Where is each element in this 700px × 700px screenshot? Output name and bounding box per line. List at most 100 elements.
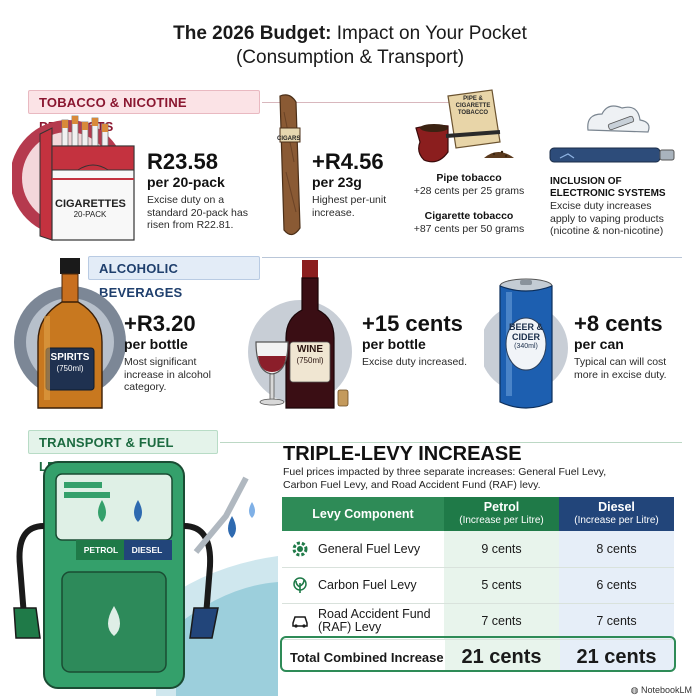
total-petrol-bg [445, 638, 560, 670]
triple-levy-desc-line1: Fuel prices impacted by three separate i… [283, 466, 607, 478]
triple-levy-heading: TRIPLE-LEVY INCREASE [283, 443, 522, 465]
wine-label-line2: (750ml) [296, 356, 324, 365]
spirits-label-line1: SPIRITS [50, 352, 90, 363]
pump-petrol-label: PETROL [83, 545, 119, 555]
watermark-text: NotebookLM [640, 685, 692, 695]
table-row: Road Accident Fund (RAF) Levy 7 cents 7 … [282, 603, 674, 640]
diesel-value: 7 cents [559, 603, 674, 640]
beer-desc: Typical can will cost more in excise dut… [574, 356, 694, 381]
cigars-desc: Highest per-unit increase. [312, 194, 412, 219]
levy-table: Levy Component Petrol (Increase per Litr… [282, 497, 674, 675]
levy-name: Carbon Fuel Levy [318, 578, 417, 592]
petrol-value: 5 cents [444, 567, 559, 604]
table-row: General Fuel Levy 9 cents 8 cents [282, 531, 674, 568]
cigarettes-info: R23.58 per 20-pack Excise duty on a stan… [147, 150, 267, 232]
pipe-tobacco-heading: Pipe tobacco [436, 172, 502, 184]
pack-label-line2: 20-PACK [73, 210, 107, 219]
title-bold: The 2026 Budget: [173, 23, 332, 44]
electronic-desc-line3: (nicotine & non-nicotine) [550, 225, 664, 237]
total-diesel-value: 21 cents [576, 645, 657, 668]
spirits-desc: Most significant increase in alcohol cat… [124, 356, 248, 394]
wine-desc: Excise duty increased. [362, 356, 468, 368]
gear-icon [292, 541, 308, 557]
levy-name-line2: (RAF) Levy [318, 620, 382, 634]
total-diesel-bg [560, 638, 674, 670]
electronic-systems-info: INCLUSION OF ELECTRONIC SYSTEMS Excise d… [550, 176, 690, 238]
triple-levy-desc-line2: Carbon Fuel Levy, and Road Accident Fund… [283, 478, 541, 491]
beer-unit: per can [574, 336, 624, 352]
levy-name: General Fuel Levy [318, 541, 421, 556]
leaf-icon [293, 577, 307, 593]
table-row: Carbon Fuel Levy 5 cents 6 cents [282, 567, 674, 604]
beer-info: +8 cents per can Typical can will cost m… [574, 312, 694, 381]
cigarette-tobacco-heading: Cigarette tobacco [424, 209, 514, 222]
cigarettes-desc-line3: risen from R22.81. [147, 219, 234, 231]
spirits-label: SPIRITS (750ml) [46, 352, 94, 374]
section-label-transport: TRANSPORT & FUEL LEVIES [28, 430, 218, 474]
electronic-heading-line1: INCLUSION OF [550, 176, 622, 187]
col-header-petrol: Petrol (Increase per Litre) [444, 497, 559, 531]
total-label: Total Combined Increase [290, 649, 444, 665]
petrol-value: 7 cents [444, 603, 559, 640]
electronic-desc: Excise duty increases apply to vaping pr… [550, 200, 690, 238]
beer-label-line3: (340ml) [514, 343, 538, 350]
beer-label-line1: BEER & [508, 322, 543, 332]
beer-can-icon [480, 272, 574, 418]
section-divider-tobacco [262, 102, 482, 103]
wine-bottle-icon [244, 256, 364, 416]
levy-table-header: Levy Component Petrol (Increase per Litr… [282, 497, 674, 531]
col-header-component: Levy Component [282, 497, 444, 531]
cigars-info: +R4.56 per 23g Highest per-unit increase… [312, 150, 412, 219]
beer-label-line2: CIDER [511, 332, 540, 342]
wine-label-line1: WINE [296, 344, 324, 355]
pipe-tobacco-icon [414, 86, 524, 168]
title-rest: Impact on Your Pocket [331, 23, 527, 44]
section-label-alcohol: ALCOHOLIC BEVERAGES [88, 256, 260, 300]
electronic-desc-line2: apply to vaping products [550, 212, 664, 225]
watermark: ◍ NotebookLM [631, 685, 692, 696]
beer-desc-line1: Typical can will cost [574, 356, 667, 368]
pouch-label-line2: CIGARETTE [455, 103, 491, 109]
spirits-info: +R3.20 per bottle Most significant incre… [124, 312, 248, 394]
pipe-tobacco-detail: +28 cents per 25 grams [413, 185, 525, 197]
spirits-unit: per bottle [124, 336, 188, 352]
col-header-diesel-label: Diesel [598, 500, 635, 514]
triple-levy-desc: Fuel prices impacted by three separate i… [283, 466, 687, 491]
col-header-petrol-sub: (Increase per Litre) [459, 515, 544, 526]
beer-label: BEER & CIDER (340ml) [506, 322, 546, 351]
cigars-unit: per 23g [312, 174, 362, 190]
total-row: Total Combined Increase 21 cents 21 cent… [282, 639, 674, 675]
page-title: The 2026 Budget: Impact on Your Pocket (… [0, 22, 700, 70]
diesel-value: 8 cents [559, 531, 674, 568]
car-icon [292, 616, 308, 628]
cigar-icon [266, 92, 310, 242]
pouch-label-line3: TOBACCO [457, 110, 489, 116]
spirits-desc-line1: Most significant [124, 356, 197, 368]
pipe-tobacco-info: Pipe tobacco +28 cents per 25 grams Ciga… [404, 172, 534, 235]
cigarettes-desc: Excise duty on a standard 20-pack has ri… [147, 194, 267, 232]
spirits-desc-line2: increase in alcohol [124, 368, 211, 381]
spirits-desc-line3: category. [124, 381, 167, 393]
wine-label: WINE (750ml) [290, 344, 330, 366]
col-header-petrol-label: Petrol [483, 500, 520, 514]
section-divider-transport [220, 442, 682, 443]
col-header-diesel: Diesel (Increase per Litre) [559, 497, 674, 531]
beer-desc-line2: more in excise duty. [574, 368, 667, 381]
fuel-pump-icon [6, 456, 278, 696]
cigar-band-label: CIGARS [277, 136, 301, 142]
cigars-amount: +R4.56 [312, 149, 384, 174]
notebook-logo-icon: ◍ [630, 685, 641, 695]
pump-diesel-label: DIESEL [131, 545, 163, 555]
total-petrol-value: 21 cents [461, 645, 542, 668]
levy-name: Road Accident Fund (RAF) Levy [318, 608, 431, 634]
wine-unit: per bottle [362, 336, 426, 352]
cigars-desc-line2: increase. [312, 206, 355, 219]
cigarette-tobacco-detail: +87 cents per 50 grams [413, 222, 525, 235]
col-header-diesel-sub: (Increase per Litre) [574, 515, 659, 526]
cigars-desc-line1: Highest per-unit [312, 194, 387, 206]
diesel-value: 6 cents [559, 567, 674, 604]
cigarette-pack-icon [10, 112, 144, 244]
wine-info: +15 cents per bottle Excise duty increas… [362, 312, 482, 369]
beer-amount: +8 cents [574, 311, 663, 336]
cigarettes-amount: R23.58 [147, 149, 218, 174]
